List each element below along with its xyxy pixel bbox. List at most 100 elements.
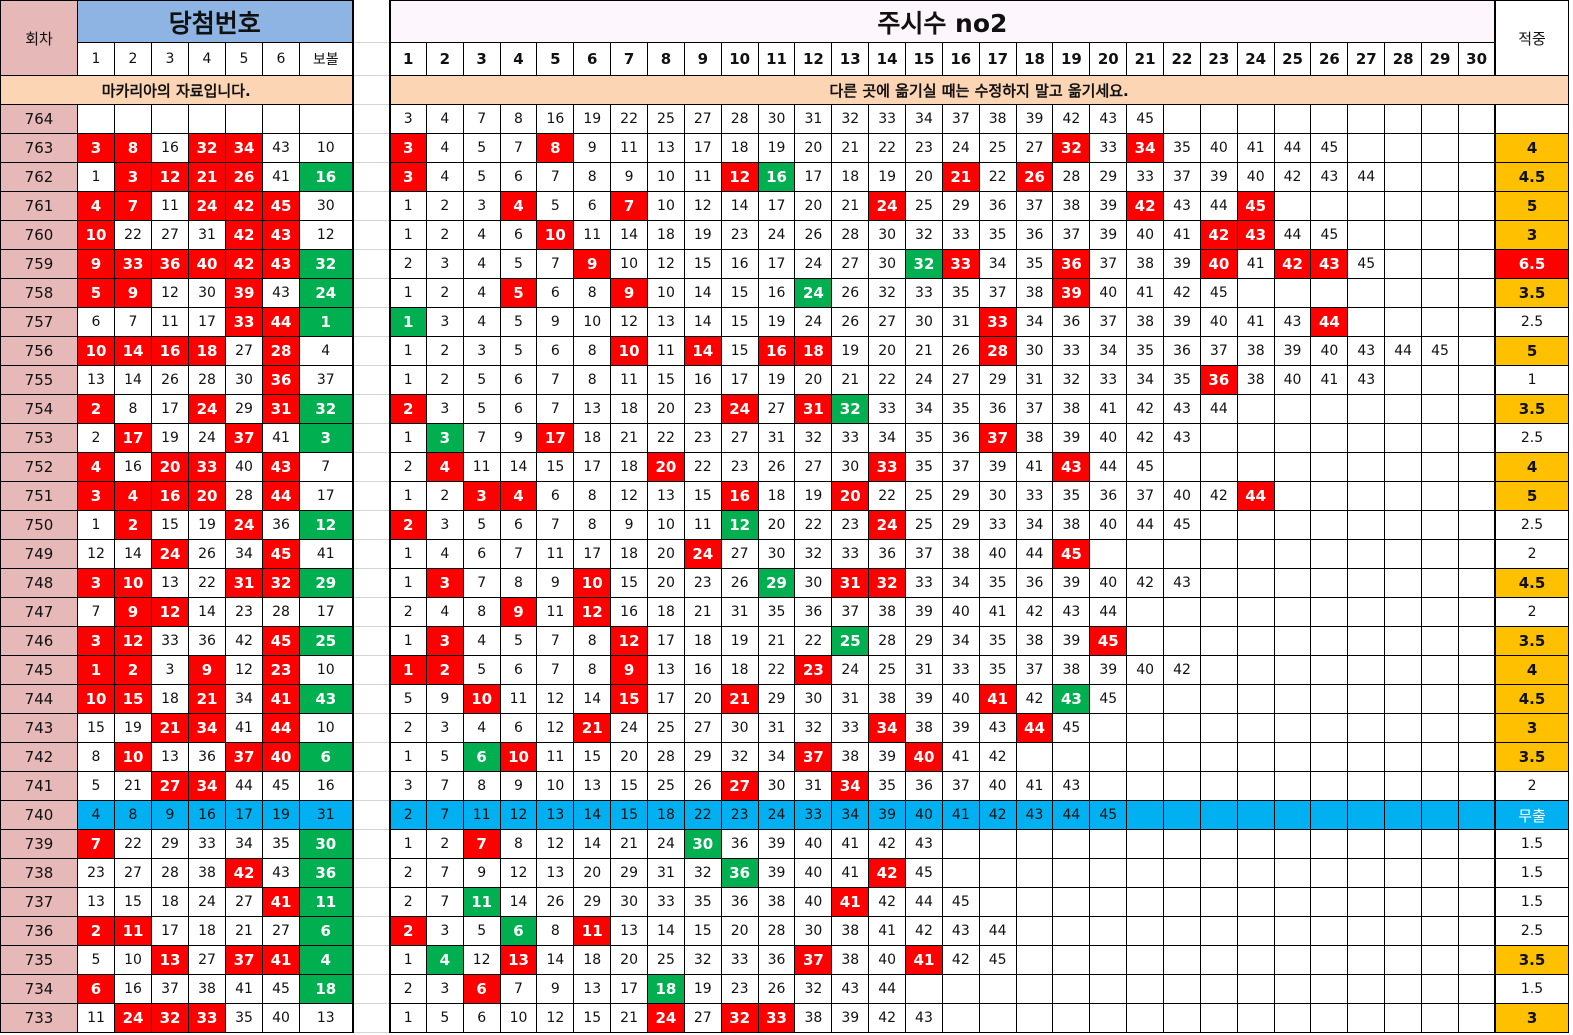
watch-number bbox=[1347, 597, 1386, 627]
winning-number: 37 bbox=[225, 945, 263, 975]
watch-number bbox=[1457, 452, 1496, 482]
watch-number bbox=[1163, 626, 1201, 656]
watch-number: 45 bbox=[1347, 249, 1386, 279]
bonus-number: 31 bbox=[299, 800, 354, 830]
watch-number: 5 bbox=[462, 162, 501, 192]
watch-number: 16 bbox=[720, 481, 759, 511]
watch-number bbox=[1421, 945, 1459, 975]
winning-number: 2 bbox=[77, 916, 115, 946]
winning-number: 8 bbox=[114, 800, 152, 830]
watch-number: 12 bbox=[610, 481, 649, 511]
watch-number: 17 bbox=[794, 162, 833, 192]
watch-number bbox=[1015, 887, 1054, 917]
watch-number: 11 bbox=[499, 684, 538, 714]
watch-number: 34 bbox=[1126, 365, 1165, 395]
watch-number: 43 bbox=[941, 916, 980, 946]
hit-score: 1.5 bbox=[1494, 829, 1569, 859]
watch-number: 5 bbox=[462, 394, 501, 424]
watch-number: 18 bbox=[720, 655, 759, 685]
watch-number: 40 bbox=[1089, 278, 1128, 308]
hit-score: 2.5 bbox=[1494, 423, 1569, 453]
watch-number: 24 bbox=[941, 133, 980, 163]
watch-number bbox=[1421, 568, 1459, 598]
watch-number: 6 bbox=[499, 916, 538, 946]
watch-number: 14 bbox=[683, 336, 722, 366]
winning-col-header: 4 bbox=[188, 42, 226, 76]
winning-number: 34 bbox=[225, 539, 263, 569]
watch-number bbox=[1236, 452, 1275, 482]
watch-number: 1 bbox=[388, 626, 427, 656]
watch-number: 19 bbox=[868, 162, 907, 192]
bonus-number: 10 bbox=[299, 133, 354, 163]
watch-number: 42 bbox=[868, 887, 907, 917]
watch-number bbox=[1384, 365, 1423, 395]
watch-number bbox=[1273, 626, 1312, 656]
watch-number bbox=[1273, 887, 1312, 917]
winning-number: 13 bbox=[151, 742, 189, 772]
winning-number: 20 bbox=[188, 481, 226, 511]
watch-number bbox=[978, 858, 1017, 888]
table-row: 760 10 22 27 31 42 43 12 1 2 4 6 10 11 14 18 19 23 24 26 28 3… bbox=[0, 220, 1569, 250]
watch-number bbox=[1052, 829, 1091, 859]
watch-number: 33 bbox=[794, 800, 833, 830]
watch-number: 23 bbox=[683, 568, 722, 598]
winning-number: 37 bbox=[225, 742, 263, 772]
bonus-number: 30 bbox=[299, 829, 354, 859]
watch-number bbox=[1310, 191, 1349, 221]
watch-number: 32 bbox=[868, 568, 907, 598]
watch-number: 40 bbox=[905, 742, 943, 772]
watch-number: 20 bbox=[573, 858, 612, 888]
watch-number: 12 bbox=[536, 684, 575, 714]
watch-number bbox=[1310, 597, 1349, 627]
watch-number: 23 bbox=[720, 452, 759, 482]
watch-number: 44 bbox=[1199, 394, 1238, 424]
table-row: 757 6 7 11 17 33 44 1 1 3 4 5 9 10 12 13 14 15 19 24 26 27 30 3… bbox=[0, 307, 1569, 337]
watch-number: 45 bbox=[978, 945, 1017, 975]
watch-number: 31 bbox=[757, 713, 796, 743]
watch-number: 44 bbox=[1236, 481, 1275, 511]
winning-number: 43 bbox=[262, 452, 300, 482]
watch-number: 43 bbox=[1273, 307, 1312, 337]
watch-number: 6 bbox=[499, 655, 538, 685]
watch-number: 7 bbox=[499, 539, 538, 569]
winning-number: 34 bbox=[188, 713, 226, 743]
watch-col-header: 25 bbox=[1273, 42, 1312, 76]
watch-number: 21 bbox=[757, 626, 796, 656]
watch-number: 36 bbox=[1089, 481, 1128, 511]
watch-number: 14 bbox=[499, 452, 538, 482]
watch-number: 3 bbox=[388, 133, 427, 163]
watch-number: 41 bbox=[941, 742, 980, 772]
watch-number: 6 bbox=[499, 162, 538, 192]
watch-number bbox=[1163, 800, 1201, 830]
round-number: 759 bbox=[0, 249, 78, 279]
watch-number: 18 bbox=[720, 133, 759, 163]
watch-number: 34 bbox=[1015, 510, 1054, 540]
watch-number: 7 bbox=[462, 423, 501, 453]
winning-number: 45 bbox=[262, 191, 300, 221]
watch-number bbox=[1457, 742, 1496, 772]
watch-number: 44 bbox=[978, 916, 1017, 946]
watch-number: 21 bbox=[831, 133, 870, 163]
watch-number: 42 bbox=[1015, 684, 1054, 714]
watch-number bbox=[1163, 945, 1201, 975]
watch-number bbox=[1089, 1003, 1128, 1033]
watch-number bbox=[1052, 1003, 1091, 1033]
watch-number bbox=[1347, 974, 1386, 1004]
winning-number: 32 bbox=[151, 1003, 189, 1033]
watch-number bbox=[1126, 945, 1165, 975]
watch-number bbox=[1310, 1003, 1349, 1033]
watch-number: 43 bbox=[1236, 220, 1275, 250]
watch-number: 38 bbox=[1052, 191, 1091, 221]
watch-number: 39 bbox=[1089, 655, 1128, 685]
watch-number: 37 bbox=[1126, 481, 1165, 511]
watch-number: 10 bbox=[499, 1003, 538, 1033]
watch-col-header: 3 bbox=[462, 42, 501, 76]
watch-number bbox=[1384, 974, 1423, 1004]
watch-number: 8 bbox=[462, 771, 501, 801]
watch-number: 10 bbox=[610, 249, 649, 279]
watch-number: 28 bbox=[978, 336, 1017, 366]
winning-number: 42 bbox=[225, 191, 263, 221]
watch-number: 24 bbox=[647, 829, 685, 859]
watch-number bbox=[1421, 510, 1459, 540]
winning-number: 2 bbox=[114, 510, 152, 540]
